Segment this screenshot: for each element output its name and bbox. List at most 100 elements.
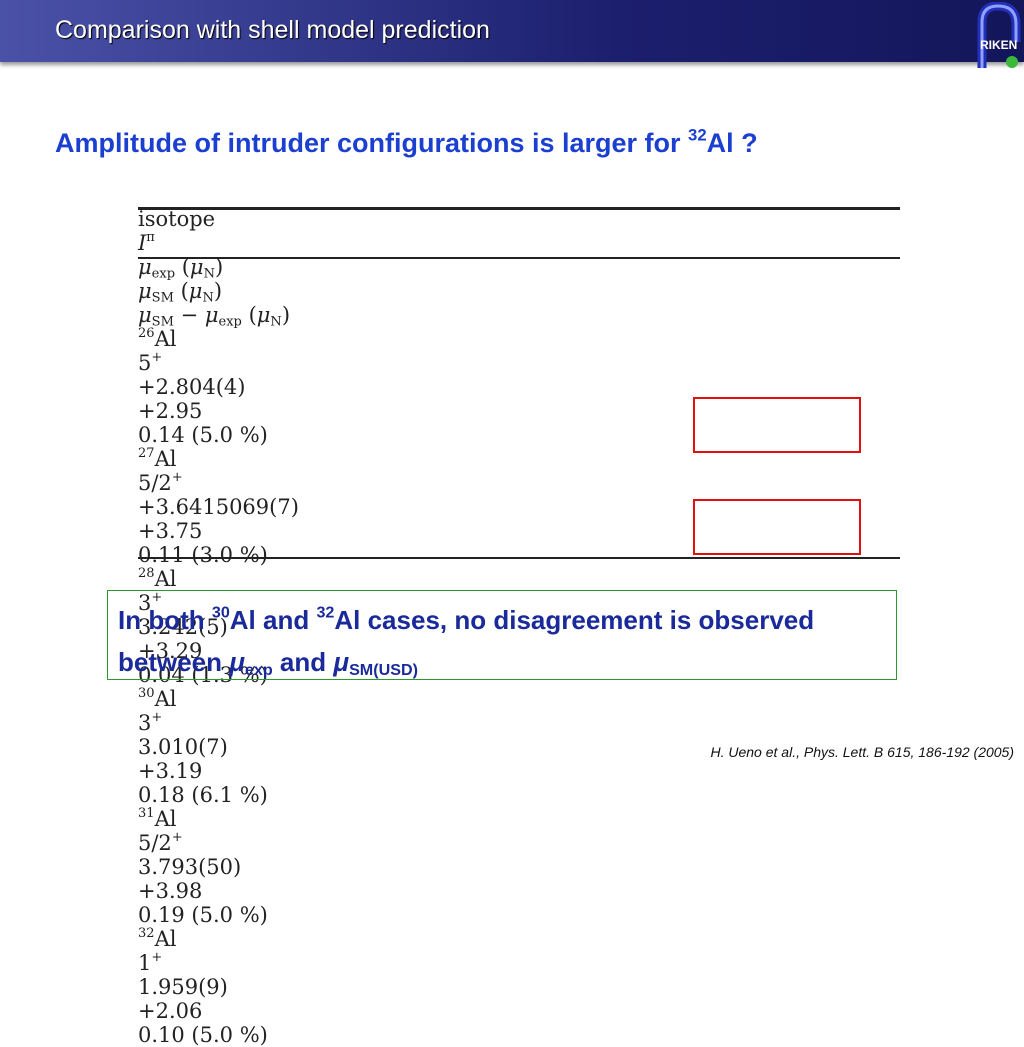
text-segment: μ: [256, 303, 271, 327]
cell: 1.959(9): [138, 975, 228, 999]
element: Al: [154, 567, 177, 591]
text-segment: μ: [138, 303, 152, 327]
cell: 0.18 (6.1 %): [138, 783, 268, 807]
headline: Amplitude of intruder configurations is …: [55, 126, 758, 159]
cell: 31Al: [138, 807, 900, 831]
text-segment: μ: [138, 255, 152, 279]
text-segment: I: [138, 231, 147, 255]
cell: 3.242(5): [138, 615, 228, 639]
header-cell: isotope: [138, 207, 900, 231]
cell: 0.11 (3.0 %): [138, 543, 268, 567]
cell: 5/2+: [138, 831, 900, 855]
cell: +3.19: [138, 759, 203, 783]
spin: 3: [138, 711, 152, 735]
cell: 5/2+: [138, 471, 900, 495]
text-segment: (: [173, 279, 189, 303]
cell: 0.10 (5.0 %): [138, 1023, 268, 1047]
table-rule: [138, 557, 900, 559]
cell: 5+: [138, 351, 900, 375]
table-rule: [138, 207, 900, 210]
text-segment: μ: [333, 647, 350, 677]
spin: 5/2: [138, 831, 172, 855]
text-segment: Al cases, no disagreement is observed be…: [118, 605, 815, 677]
parity: +: [151, 709, 163, 725]
spin: 5/2: [138, 471, 172, 495]
element: Al: [154, 927, 177, 951]
conclusion-box: In both 30Al and 32Al cases, no disagree…: [107, 590, 897, 680]
cell: 3.793(50): [138, 855, 242, 879]
text-segment: exp: [244, 661, 273, 680]
header-cell: μSM − μexp (μN): [138, 303, 900, 330]
cell: 27Al: [138, 447, 900, 471]
text-segment: SM: [151, 314, 174, 330]
spin: 5: [138, 351, 152, 375]
cell: 3.010(7): [138, 735, 228, 759]
parity: +: [171, 469, 183, 485]
text-segment: and: [272, 647, 334, 677]
text-segment: In both: [118, 605, 212, 635]
text-segment: exp: [218, 314, 242, 330]
table-row: 32Al 1+ 1.959(9) +2.06 0.10 (5.0 %): [138, 927, 900, 1047]
cell: +3.98: [138, 879, 203, 903]
text-segment: (: [175, 255, 190, 279]
element: Al: [154, 687, 177, 711]
spin: 1: [138, 951, 152, 975]
text-segment: Amplitude of intruder configurations is …: [55, 128, 689, 158]
text-segment: μ: [229, 647, 245, 677]
text-segment: (: [241, 303, 257, 327]
text-segment: ): [213, 279, 223, 303]
mass-number: 27: [138, 445, 155, 461]
header-row: isotope Iπ μexp (μN) μSM (μN) μSM − μexp (μN…: [138, 207, 900, 330]
logo: [977, 2, 1021, 68]
text-segment: μ: [138, 279, 152, 303]
text-segment: Al and: [229, 605, 317, 635]
element: Al: [154, 327, 177, 351]
cell: 0.19 (5.0 %): [138, 903, 268, 927]
text-segment: SM: [151, 290, 174, 306]
logo-text: RIKEN: [980, 38, 1018, 52]
cell: 3+: [138, 711, 900, 735]
header-cell: Iπ: [138, 231, 900, 255]
parity: +: [151, 589, 163, 605]
cell: +3.29: [138, 639, 203, 663]
parity: +: [151, 349, 163, 365]
text-segment: μ: [188, 279, 203, 303]
mass-number: 26: [138, 325, 155, 341]
table-row: 28Al 3+ 3.242(5) +3.29 0.04 (1.3 %): [138, 567, 900, 687]
text-segment: N: [202, 290, 214, 306]
table-row: 26Al 5+ +2.804(4) +2.95 0.14 (5.0 %): [138, 327, 900, 447]
cell: +2.95: [138, 399, 203, 423]
cell: +3.75: [138, 519, 203, 543]
cell: +2.06: [138, 999, 203, 1023]
table-row: 31Al 5/2+ 3.793(50) +3.98 0.19 (5.0 %): [138, 807, 900, 927]
text-segment: 32: [316, 603, 335, 622]
text-segment: μ: [204, 303, 219, 327]
text-segment: isotope: [138, 207, 216, 231]
cell: 28Al: [138, 567, 900, 591]
text-segment: Al ?: [706, 128, 758, 158]
text-segment: N: [270, 314, 282, 330]
element: Al: [154, 807, 177, 831]
table-rule: [138, 257, 900, 259]
highlight-box: [693, 397, 861, 453]
cell: +2.804(4): [138, 375, 246, 399]
cell: 30Al: [138, 687, 900, 711]
slide-title: Comparison with shell model prediction: [55, 16, 490, 44]
highlight-box: [693, 499, 861, 555]
parity: +: [151, 949, 163, 965]
header-bar: [0, 0, 1024, 62]
cell: 0.14 (5.0 %): [138, 423, 268, 447]
text-segment: μ: [189, 255, 204, 279]
text-segment: SM(USD): [349, 661, 418, 680]
text-segment: ): [281, 303, 291, 327]
text-segment: N: [203, 266, 215, 282]
cell: +3.6415069(7): [138, 495, 299, 519]
cell: 1+: [138, 951, 900, 975]
spin: 3: [138, 591, 152, 615]
parity: +: [171, 829, 183, 845]
text-segment: exp: [151, 266, 176, 282]
text-segment: −: [173, 303, 205, 327]
cell: 3+: [138, 591, 900, 615]
mass-number: 30: [138, 685, 155, 701]
